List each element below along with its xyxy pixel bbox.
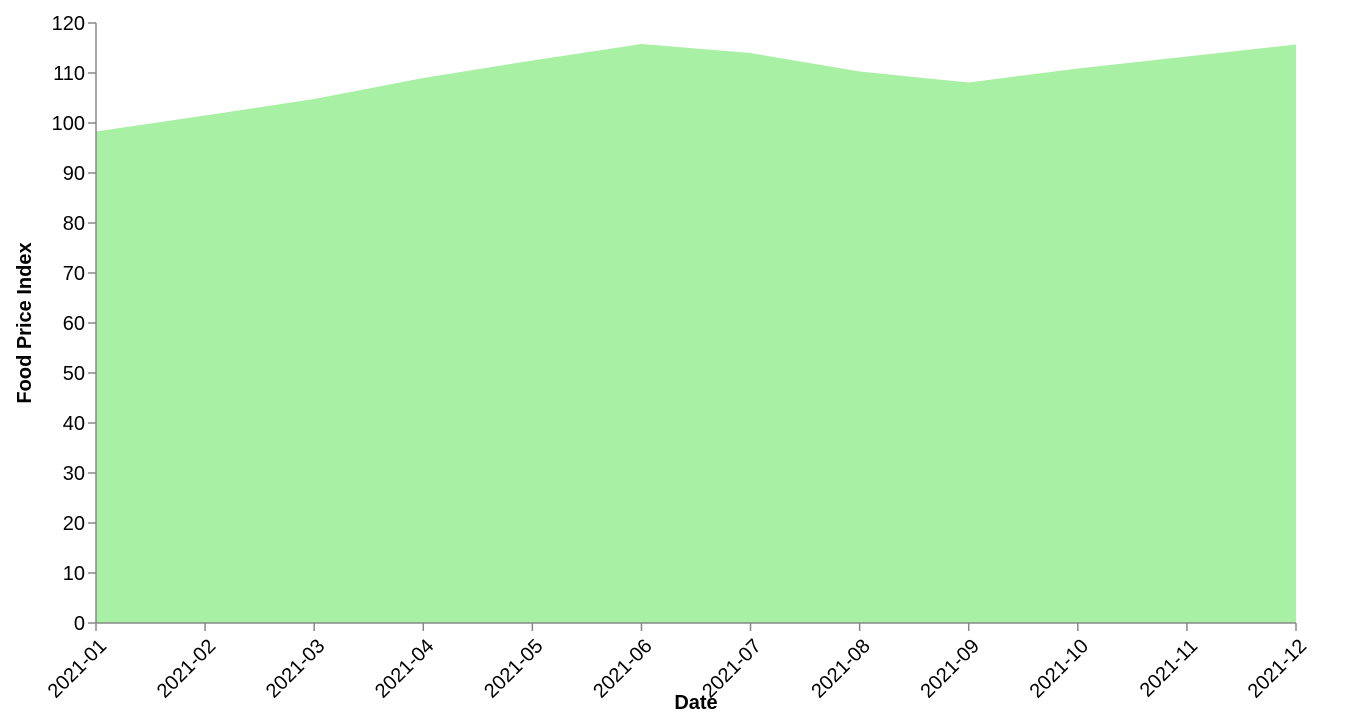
y-tick-label: 110	[53, 63, 85, 85]
y-tick-label: 20	[63, 513, 85, 535]
x-tick-label: 2021-09	[916, 635, 983, 702]
x-axis-title: Date	[674, 692, 717, 714]
x-tick-label: 2021-06	[589, 635, 656, 702]
x-tick-label: 2021-02	[153, 635, 220, 702]
y-tick-label: 100	[52, 113, 85, 135]
y-tick-label: 30	[63, 463, 85, 485]
x-tick-label: 2021-08	[807, 635, 874, 702]
y-tick-label: 90	[63, 163, 85, 185]
y-tick-label: 10	[63, 563, 85, 585]
x-axis: 2021-01 2021-02 2021-03 2021-04 2021-05 2021-…	[44, 622, 1311, 703]
x-tick-label: 2021-12	[1244, 635, 1311, 702]
y-tick-label: 70	[63, 263, 85, 285]
y-tick-label: 120	[52, 13, 85, 35]
area-layer	[96, 44, 1296, 623]
area-series	[96, 44, 1296, 623]
y-tick-label: 40	[63, 413, 85, 435]
x-tick-label: 2021-11	[1136, 635, 1202, 701]
x-tick-label: 2021-05	[480, 635, 547, 702]
x-tick-label: 2021-03	[262, 635, 329, 702]
y-tick-label: 0	[74, 613, 85, 635]
x-tick-label: 2021-01	[44, 635, 111, 702]
y-axis-title: Food Price Index	[14, 242, 36, 403]
y-tick-label: 60	[63, 313, 85, 335]
y-tick-label: 80	[63, 213, 85, 235]
y-tick-label: 50	[63, 363, 85, 385]
x-tick-label: 2021-10	[1026, 635, 1093, 702]
y-axis: 0 10 20 30 40 50 60 70 80 90 100 110 120	[52, 13, 97, 635]
x-tick-label: 2021-04	[371, 635, 438, 702]
